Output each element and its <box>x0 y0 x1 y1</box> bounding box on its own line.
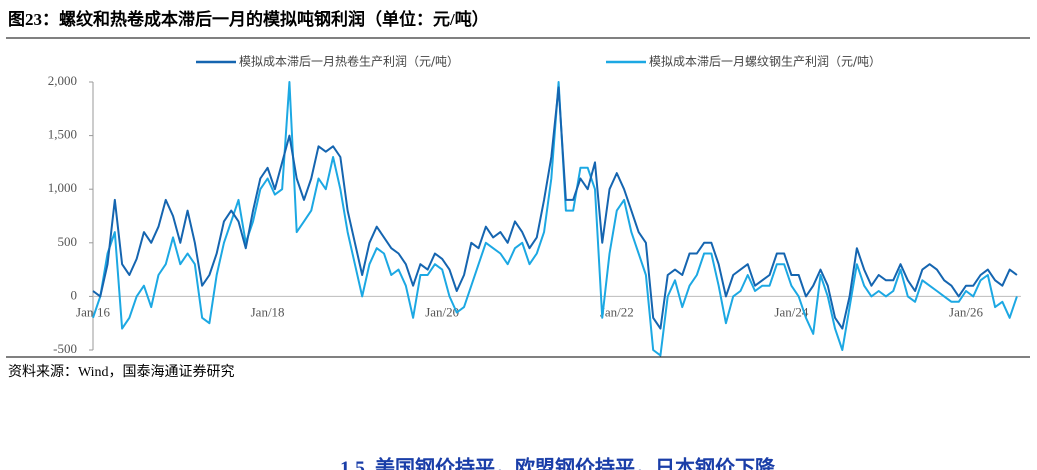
x-tick-label: Jan/16 <box>76 304 110 319</box>
x-tick-label: Jan/26 <box>949 304 983 319</box>
y-tick-label: 500 <box>58 234 78 249</box>
x-tick-label: Jan/22 <box>600 304 634 319</box>
legend-label: 模拟成本滞后一月热卷生产利润（元/吨） <box>239 54 459 69</box>
legend-label: 模拟成本滞后一月螺纹钢生产利润（元/吨） <box>649 55 881 69</box>
y-tick-label: 2,000 <box>48 73 77 88</box>
series-line <box>92 86 1018 330</box>
x-tick-label: Jan/24 <box>774 304 808 319</box>
y-tick-label: 1,000 <box>48 180 77 195</box>
figure-title: 图23：螺纹和热卷成本滞后一月的模拟吨钢利润（单位：元/吨） <box>8 9 489 29</box>
source-note: 资料来源：Wind，国泰海通证券研究 <box>8 364 235 380</box>
y-tick-label: 1,500 <box>48 127 77 142</box>
x-tick-label: Jan/20 <box>425 304 459 319</box>
y-tick-label: -500 <box>53 341 77 356</box>
x-tick-label: Jan/18 <box>251 304 285 319</box>
next-heading: 1.5. 美国钢价持平，欧盟钢价持平，日本钢价下降 <box>340 456 776 470</box>
y-tick-label: 0 <box>71 287 78 302</box>
